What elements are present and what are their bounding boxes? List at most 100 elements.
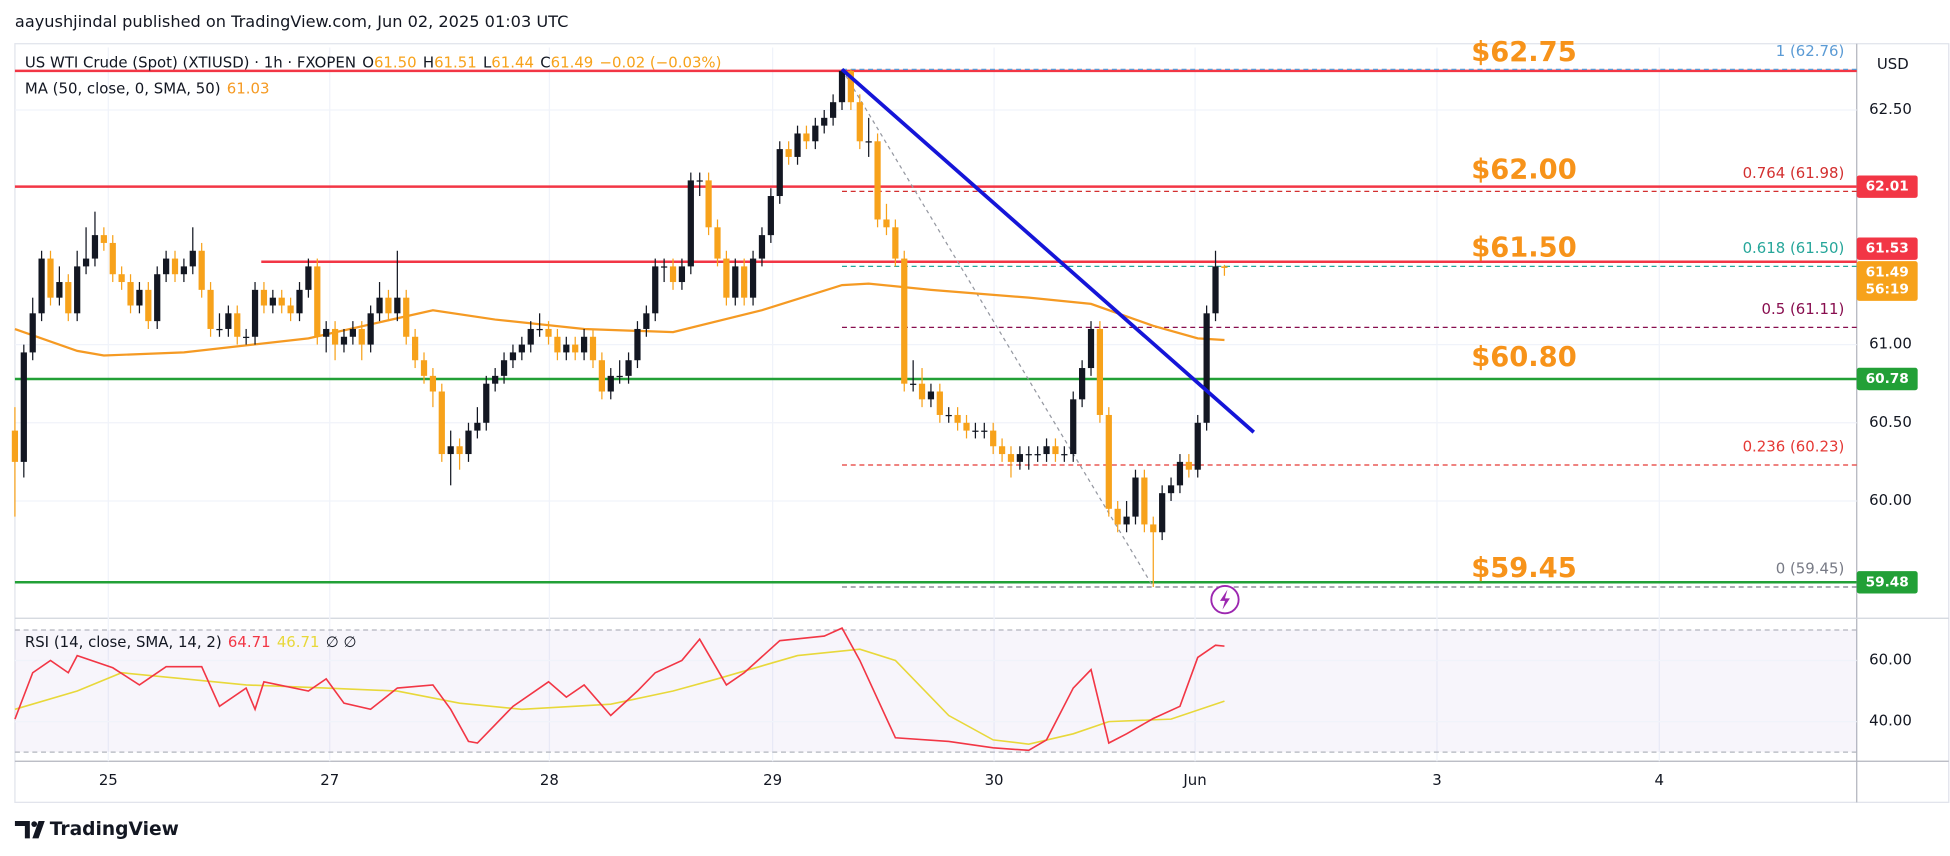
- candle-body: [438, 391, 445, 455]
- trend-line: [840, 67, 1255, 434]
- footer-brand: TradingView: [50, 819, 179, 840]
- candle-body: [367, 313, 374, 345]
- candle-body: [1132, 477, 1139, 517]
- price-annotation: $62.00: [1471, 154, 1577, 185]
- candle-body: [794, 133, 801, 157]
- candle-body: [189, 250, 196, 267]
- fib-level-label: 0.236 (60.23): [1743, 438, 1845, 456]
- rsi-legend-value: 64.71: [228, 633, 271, 651]
- candle-body: [251, 289, 259, 337]
- y-tick-label: 60.00: [1869, 491, 1912, 509]
- candle-body: [758, 235, 766, 259]
- candle-body: [162, 258, 170, 275]
- candle-body: [705, 180, 712, 228]
- rsi-legend-na: ∅ ∅: [326, 633, 357, 651]
- legend: US WTI Crude (Spot) (XTIUSD) · 1h · FXOP…: [25, 54, 722, 72]
- candle-body: [1087, 328, 1095, 369]
- candle-body: [607, 375, 614, 392]
- price-axis-box: [1856, 571, 1918, 594]
- candle-body: [314, 266, 321, 337]
- candle-body: [429, 375, 437, 392]
- candle-body: [803, 133, 810, 142]
- candle-body: [723, 258, 730, 298]
- candle-body: [874, 141, 881, 220]
- legend-symbol: US WTI Crude (Spot) (XTIUSD) · 1h · FXOP…: [25, 54, 356, 72]
- candle-body: [74, 266, 81, 314]
- candle-body: [1212, 266, 1219, 314]
- candle-body: [180, 266, 188, 275]
- legend-ohlc-key: H: [423, 54, 434, 72]
- candle-body: [527, 328, 534, 345]
- candle-body: [1185, 461, 1192, 470]
- candle-body: [118, 274, 125, 283]
- tradingview-logo: [14, 820, 45, 839]
- price-axis-box-label: 59.48: [1866, 574, 1909, 590]
- candle-body: [376, 297, 383, 314]
- candle-body: [323, 328, 330, 337]
- candle-body: [1061, 454, 1068, 456]
- candle-body: [580, 336, 588, 353]
- price-axis-box: [1856, 367, 1918, 391]
- candle-body: [234, 313, 241, 337]
- candle-body: [47, 258, 54, 298]
- candle-body: [456, 446, 463, 455]
- candle-body: [625, 360, 632, 376]
- candle-body: [661, 266, 668, 268]
- candle-body: [554, 336, 561, 353]
- candle-body: [385, 297, 392, 314]
- candle-body: [936, 391, 943, 415]
- candle-body: [492, 375, 499, 384]
- candle-body: [154, 274, 161, 322]
- fib-level-label: 0.618 (61.50): [1743, 239, 1845, 257]
- candle-body: [776, 149, 783, 197]
- x-tick-label: 3: [1432, 771, 1441, 789]
- candle-body: [1079, 368, 1086, 400]
- candle-body: [696, 180, 703, 182]
- rsi-legend-ma-value: 46.71: [277, 633, 320, 651]
- candle-body: [1043, 446, 1050, 455]
- candle-body: [927, 391, 935, 400]
- candle-body: [127, 282, 134, 306]
- candle-body: [305, 266, 312, 290]
- candle-body: [652, 266, 659, 314]
- candle-body: [136, 289, 143, 306]
- y-tick-label: 60.50: [1869, 413, 1912, 431]
- candle-body: [687, 180, 694, 267]
- candle-body: [954, 414, 961, 423]
- x-tick-label: 30: [985, 771, 1004, 789]
- fib-level-label: 0 (59.45): [1776, 560, 1845, 578]
- candle-body: [856, 102, 863, 142]
- rsi-tick-label: 40.00: [1869, 712, 1912, 730]
- price-annotation: $59.45: [1471, 553, 1577, 584]
- candle-body: [1167, 485, 1175, 494]
- candle-body: [847, 70, 855, 103]
- candle-body: [358, 328, 365, 345]
- legend-ohlc-value: 61.44: [491, 54, 534, 72]
- candle-body: [572, 344, 579, 353]
- rsi-band: [14, 629, 1857, 753]
- candle-body: [1176, 461, 1184, 486]
- candle-body: [1141, 477, 1148, 525]
- candle-body: [243, 336, 250, 339]
- candle-body: [838, 70, 846, 103]
- rsi-line: [14, 627, 1225, 752]
- candle-body: [447, 446, 454, 455]
- candle-body: [1070, 399, 1077, 455]
- candle-body: [785, 149, 792, 157]
- candle-body: [1194, 422, 1201, 470]
- fib-level-label: 0.764 (61.98): [1743, 164, 1845, 182]
- candle-body: [145, 289, 152, 322]
- candle-body: [198, 250, 205, 290]
- candle-body: [1096, 328, 1104, 415]
- candle-body: [678, 266, 686, 283]
- candle-body: [563, 344, 570, 353]
- candle-body: [349, 328, 356, 337]
- candle-body: [420, 360, 428, 376]
- candle-body: [536, 328, 543, 331]
- price-axis-box-label: 62.01: [1866, 179, 1909, 195]
- publisher-header: aayushjindal published on TradingView.co…: [15, 12, 568, 31]
- x-tick-label: 29: [763, 771, 782, 789]
- candle-body: [331, 328, 339, 345]
